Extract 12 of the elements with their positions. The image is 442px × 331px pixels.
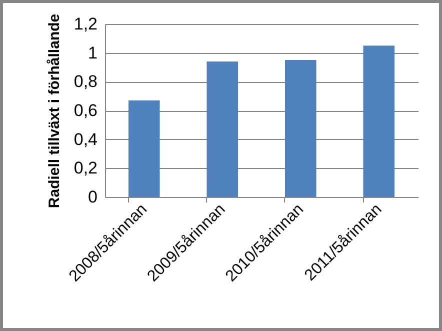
y-tick-label: 0,2 [74, 158, 98, 178]
y-tick-label: 0,8 [74, 72, 98, 92]
y-tick-label: 1,2 [74, 14, 98, 34]
bar [284, 60, 316, 197]
bar [363, 46, 395, 197]
y-tick-label: 1 [88, 43, 98, 62]
y-tick-label: 0,6 [74, 101, 98, 120]
bar [128, 100, 160, 197]
y-tick-label: 0,4 [74, 130, 98, 149]
y-tick-label: 0 [88, 188, 98, 206]
y-axis-title: Radiell tillväxt i förhållande [46, 14, 63, 208]
bar [206, 61, 238, 197]
